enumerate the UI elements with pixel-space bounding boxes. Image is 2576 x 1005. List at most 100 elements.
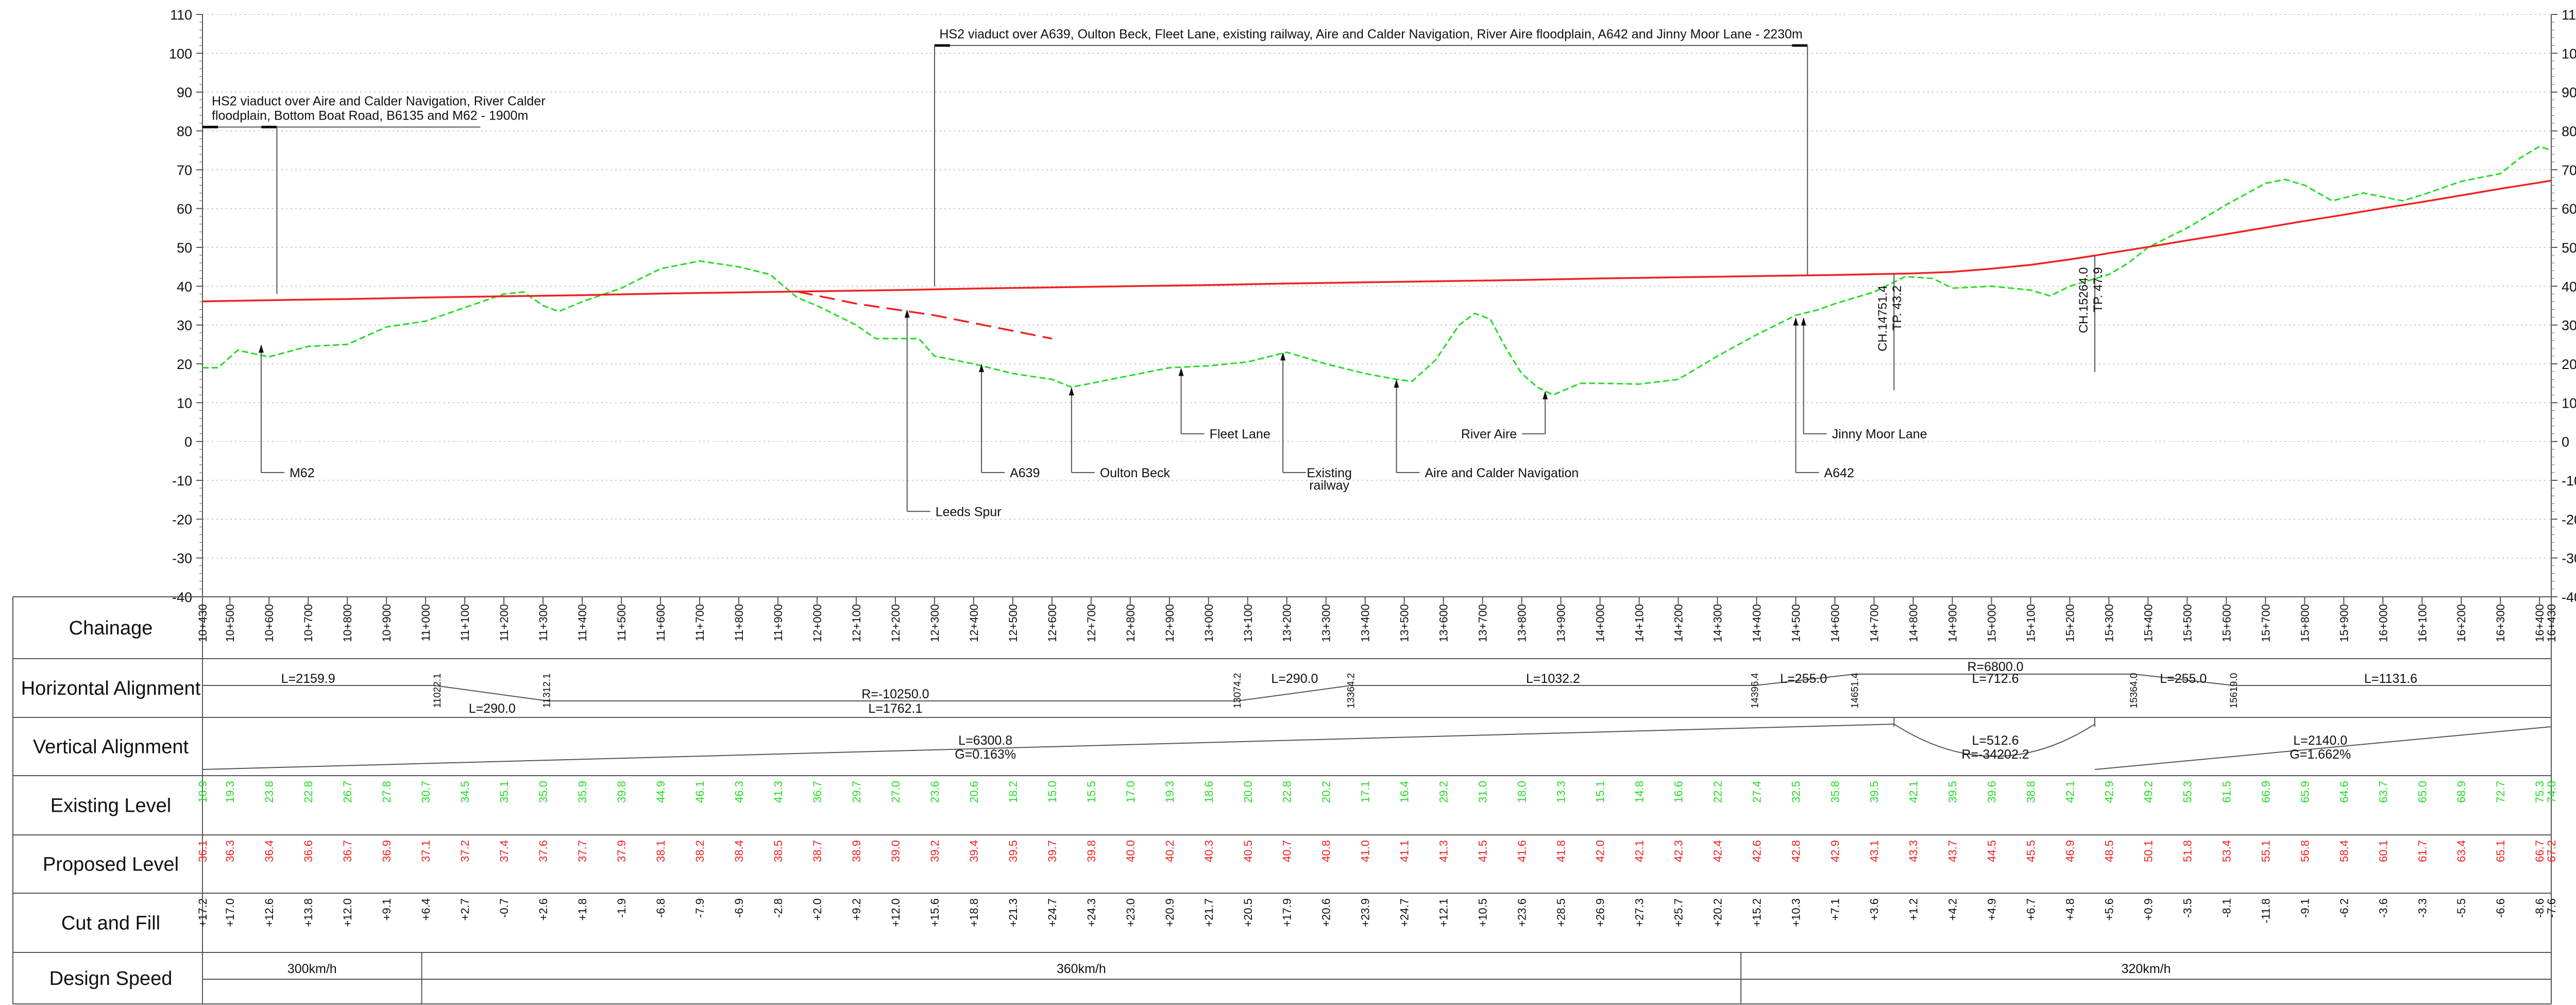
y-tick-label-right: 100 [2562, 46, 2576, 61]
y-tick-label-right: 30 [2562, 318, 2576, 333]
feature-label: Existing [1307, 466, 1352, 480]
existing-level-value: 18.2 [1007, 781, 1020, 803]
proposed-level-value: 36.1 [196, 840, 209, 862]
chainage-label: 12+700 [1085, 604, 1098, 642]
feature-label: Fleet Lane [1210, 427, 1270, 442]
chainage-label: 13+700 [1477, 604, 1489, 642]
chainage-label: 14+200 [1672, 604, 1685, 642]
chainage-label: 14+600 [1829, 604, 1842, 642]
feature-label: Oulton Beck [1100, 466, 1171, 480]
y-tick-label-right: -40 [2562, 590, 2576, 605]
chainage-label: 11+000 [419, 604, 432, 641]
y-tick-label-right: 40 [2562, 279, 2576, 294]
horizontal-alignment-chainage: 13074.2 [1232, 673, 1243, 709]
existing-level-value: 35.8 [1829, 781, 1842, 803]
proposed-level-value: 39.7 [1046, 840, 1059, 862]
proposed-level-value: 55.1 [2259, 840, 2272, 862]
existing-level-value: 74.8 [2545, 781, 2558, 803]
vertical-alignment-label: L=2140.0 [2293, 733, 2347, 748]
profile-lines [202, 145, 2552, 396]
y-tick-label-left: 80 [177, 124, 192, 139]
cut-fill-value: -8.1 [2220, 898, 2233, 918]
y-tick-label-right: 70 [2562, 162, 2576, 178]
horizontal-alignment-chainage: 11312.1 [542, 673, 553, 708]
chainage-label: 13+500 [1398, 604, 1411, 642]
feature-label: Leeds Spur [936, 505, 1002, 519]
chainage-label: 11+200 [498, 604, 511, 641]
cut-fill-value: +1.8 [576, 898, 589, 920]
existing-level-value: 35.0 [537, 781, 550, 803]
existing-level-value: 75.3 [2533, 781, 2546, 803]
tangent-point-label: CH.15264.0 [2077, 267, 2091, 333]
existing-level-value: 39.5 [1946, 781, 1959, 803]
cut-fill-value: +10.5 [1477, 898, 1489, 927]
band-title-speed: Design Speed [49, 968, 173, 990]
chainage-label: 14+400 [1751, 604, 1764, 642]
y-tick-label-left: 50 [177, 240, 192, 256]
feature-arrow [904, 309, 910, 318]
cut-fill-value: -9.1 [2298, 898, 2311, 918]
chainage-label: 10+900 [380, 604, 393, 642]
chainage-label: 12+400 [968, 604, 980, 642]
proposed-level-value: 42.0 [1594, 840, 1607, 862]
existing-level-value: 34.5 [459, 781, 471, 803]
chainage-label: 13+200 [1281, 604, 1294, 642]
horizontal-alignment-label: R=-10250.0 [861, 687, 929, 701]
cut-fill-value: +20.5 [1242, 898, 1255, 927]
cut-fill-value: +9.2 [850, 898, 863, 920]
chainage-label: 15+900 [2337, 604, 2350, 642]
proposed-level-value: 41.5 [1477, 840, 1489, 862]
chainage-label: 14+300 [1711, 604, 1724, 642]
chainage-label: 12+200 [889, 604, 902, 642]
proposed-level-value: 39.5 [1007, 840, 1020, 862]
y-tick-label-left: -10 [172, 473, 192, 489]
y-tick-label-left: 30 [177, 318, 192, 333]
proposed-level-value: 50.1 [2142, 840, 2155, 862]
existing-level-value: 14.8 [1633, 781, 1646, 803]
vertical-alignment-label: G=1.662% [2290, 747, 2351, 762]
chainage-label: 12+800 [1124, 604, 1137, 642]
existing-level-value: 65.0 [2416, 781, 2429, 803]
cut-fill-value: +10.3 [1790, 898, 1803, 927]
cut-fill-value: +21.3 [1007, 898, 1020, 927]
proposed-level-value: 51.8 [2181, 840, 2194, 862]
chainage-label: 16+000 [2377, 604, 2389, 642]
proposed-level-value: 39.2 [928, 840, 941, 862]
feature-arrow [1793, 317, 1799, 326]
proposed-level-value: 37.4 [498, 840, 511, 862]
cut-fill-value: +25.7 [1672, 898, 1685, 927]
horizontal-alignment-label: L=2159.9 [281, 672, 335, 686]
vertical-alignment-label: G=0.163% [955, 747, 1016, 762]
y-tick-label-right: 110 [2562, 7, 2576, 23]
existing-level-value: 68.9 [2455, 781, 2468, 803]
existing-level-value: 15.0 [1046, 781, 1059, 803]
cut-fill-value: +26.9 [1594, 898, 1607, 927]
cut-fill-value: +23.9 [1359, 898, 1372, 927]
cut-fill-value: +24.7 [1398, 898, 1411, 927]
y-tick-label-left: 10 [177, 395, 192, 411]
existing-level-value: 46.1 [693, 781, 706, 803]
proposed-level-value: 41.8 [1555, 840, 1568, 862]
leeds-spur-line [797, 291, 1053, 340]
chainage-label: 13+000 [1202, 604, 1215, 642]
existing-level-value: 20.6 [968, 781, 980, 803]
proposed-level-value: 36.6 [302, 840, 315, 862]
existing-level-value: 13.3 [1555, 781, 1568, 803]
chainage-label: 14+800 [1907, 604, 1920, 642]
proposed-level-value: 37.2 [459, 840, 471, 862]
cut-fill-value: -3.3 [2416, 898, 2429, 918]
proposed-level-value: 36.4 [263, 840, 276, 862]
chainage-label: 15+400 [2142, 604, 2155, 642]
chainage-label: 12+600 [1046, 604, 1059, 642]
existing-level-value: 55.3 [2181, 781, 2194, 803]
existing-level-value: 42.1 [1907, 781, 1920, 803]
cut-fill-value: +17.0 [224, 898, 236, 927]
chainage-label: 15+100 [2024, 604, 2037, 642]
proposed-level-value: 36.3 [224, 840, 236, 862]
existing-level-value: 35.1 [498, 781, 511, 803]
cut-fill-value: -6.9 [733, 898, 745, 918]
vertical-alignment-label: R=-34202.2 [1961, 747, 2029, 762]
y-tick-label-left: -30 [172, 551, 192, 566]
cut-fill-value: +27.3 [1633, 898, 1646, 927]
design-speed-label: 300km/h [287, 962, 337, 976]
